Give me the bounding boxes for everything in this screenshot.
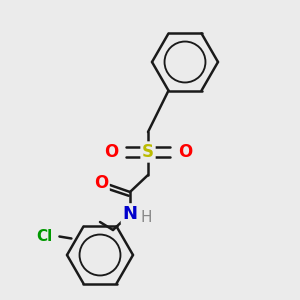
Text: N: N [122,205,137,223]
Text: S: S [142,143,154,161]
Text: Cl: Cl [36,229,52,244]
Text: O: O [178,143,192,161]
Text: H: H [140,211,152,226]
Text: O: O [104,143,118,161]
Text: O: O [94,174,108,192]
